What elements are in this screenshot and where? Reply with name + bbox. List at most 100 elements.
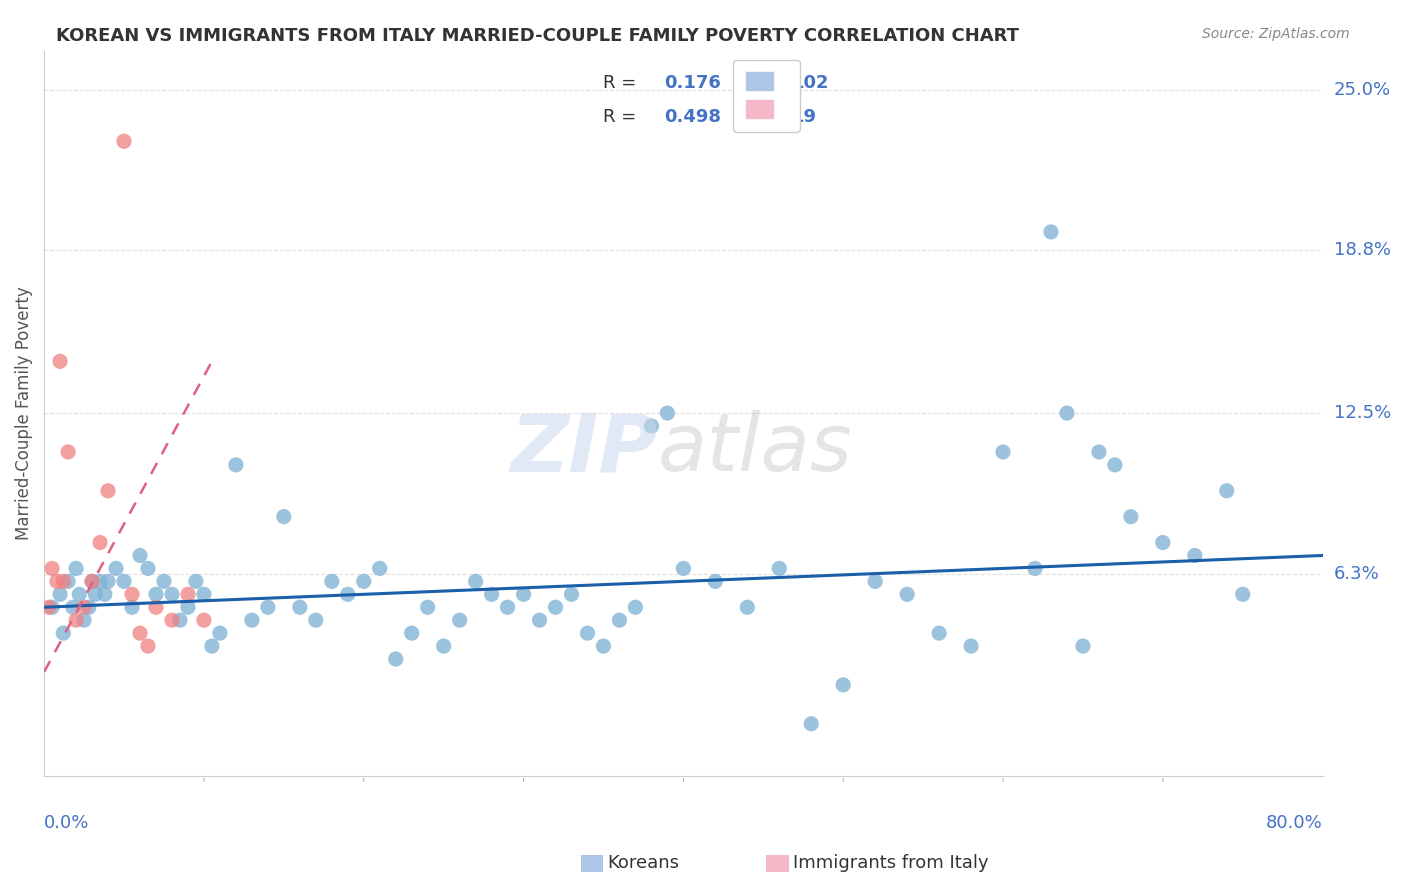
- Point: [1071, 639, 1094, 653]
- Point: [65, 613, 87, 627]
- Text: 19: 19: [792, 108, 817, 127]
- Point: [38, 600, 60, 615]
- Point: [1119, 509, 1142, 524]
- Point: [336, 587, 359, 601]
- Point: [41, 600, 63, 615]
- Point: [67, 587, 90, 601]
- Point: [481, 587, 503, 601]
- Point: [177, 600, 200, 615]
- Point: [401, 626, 423, 640]
- Point: [129, 626, 152, 640]
- Point: [800, 716, 823, 731]
- Point: [1088, 445, 1111, 459]
- Legend: , : ,: [733, 60, 800, 132]
- Point: [129, 549, 152, 563]
- Point: [960, 639, 983, 653]
- Point: [45, 574, 67, 589]
- Point: [208, 626, 231, 640]
- Point: [153, 574, 176, 589]
- Point: [305, 613, 328, 627]
- Text: 18.8%: 18.8%: [1334, 241, 1391, 259]
- Point: [80, 574, 103, 589]
- Point: [73, 613, 96, 627]
- Point: [84, 587, 107, 601]
- Point: [80, 574, 103, 589]
- Point: [768, 561, 790, 575]
- Point: [433, 639, 456, 653]
- Point: [1056, 406, 1078, 420]
- Text: 12.5%: 12.5%: [1334, 404, 1391, 422]
- Text: R =: R =: [603, 73, 641, 92]
- Text: N =: N =: [734, 73, 775, 92]
- Point: [1024, 561, 1046, 575]
- Point: [41, 561, 63, 575]
- Point: [991, 445, 1014, 459]
- Point: [77, 600, 100, 615]
- Point: [576, 626, 599, 640]
- Point: [73, 600, 96, 615]
- Text: 25.0%: 25.0%: [1334, 80, 1391, 98]
- Point: [193, 613, 215, 627]
- Point: [136, 639, 159, 653]
- Point: [529, 613, 551, 627]
- Point: [184, 574, 207, 589]
- Point: [704, 574, 727, 589]
- Point: [288, 600, 311, 615]
- Point: [49, 587, 72, 601]
- Point: [89, 535, 111, 549]
- Point: [65, 561, 87, 575]
- Point: [145, 600, 167, 615]
- Point: [240, 613, 263, 627]
- Point: [928, 626, 950, 640]
- Point: [592, 639, 614, 653]
- Point: [449, 613, 471, 627]
- Point: [384, 652, 406, 666]
- Point: [112, 134, 135, 148]
- Point: [49, 354, 72, 368]
- Point: [257, 600, 280, 615]
- Point: [1216, 483, 1239, 498]
- Point: [1232, 587, 1254, 601]
- Point: [416, 600, 439, 615]
- Point: [121, 600, 143, 615]
- Point: [62, 600, 84, 615]
- Point: [672, 561, 695, 575]
- Text: 6.3%: 6.3%: [1334, 565, 1379, 582]
- Point: [368, 561, 391, 575]
- Text: Immigrants from Italy: Immigrants from Italy: [793, 855, 988, 872]
- Point: [177, 587, 200, 601]
- Point: [112, 574, 135, 589]
- Point: [321, 574, 343, 589]
- Point: [52, 626, 75, 640]
- Point: [640, 419, 662, 434]
- Point: [94, 587, 117, 601]
- Point: [1184, 549, 1206, 563]
- Point: [1104, 458, 1126, 472]
- Point: [160, 613, 183, 627]
- Point: [609, 613, 631, 627]
- Text: R =: R =: [603, 108, 641, 127]
- Point: [544, 600, 567, 615]
- Text: Source: ZipAtlas.com: Source: ZipAtlas.com: [1202, 27, 1350, 41]
- Point: [273, 509, 295, 524]
- Point: [832, 678, 855, 692]
- Point: [89, 574, 111, 589]
- Text: ZIP: ZIP: [510, 410, 658, 488]
- Point: [160, 587, 183, 601]
- Point: [737, 600, 759, 615]
- Point: [145, 587, 167, 601]
- Point: [560, 587, 582, 601]
- Y-axis label: Married-Couple Family Poverty: Married-Couple Family Poverty: [15, 286, 32, 540]
- Point: [105, 561, 128, 575]
- Text: 80.0%: 80.0%: [1265, 814, 1323, 832]
- Point: [201, 639, 224, 653]
- Text: 0.0%: 0.0%: [44, 814, 90, 832]
- Text: Koreans: Koreans: [607, 855, 679, 872]
- Point: [121, 587, 143, 601]
- Point: [169, 613, 191, 627]
- Point: [863, 574, 886, 589]
- Point: [225, 458, 247, 472]
- Point: [512, 587, 534, 601]
- Point: [896, 587, 918, 601]
- Text: atlas: atlas: [658, 410, 852, 488]
